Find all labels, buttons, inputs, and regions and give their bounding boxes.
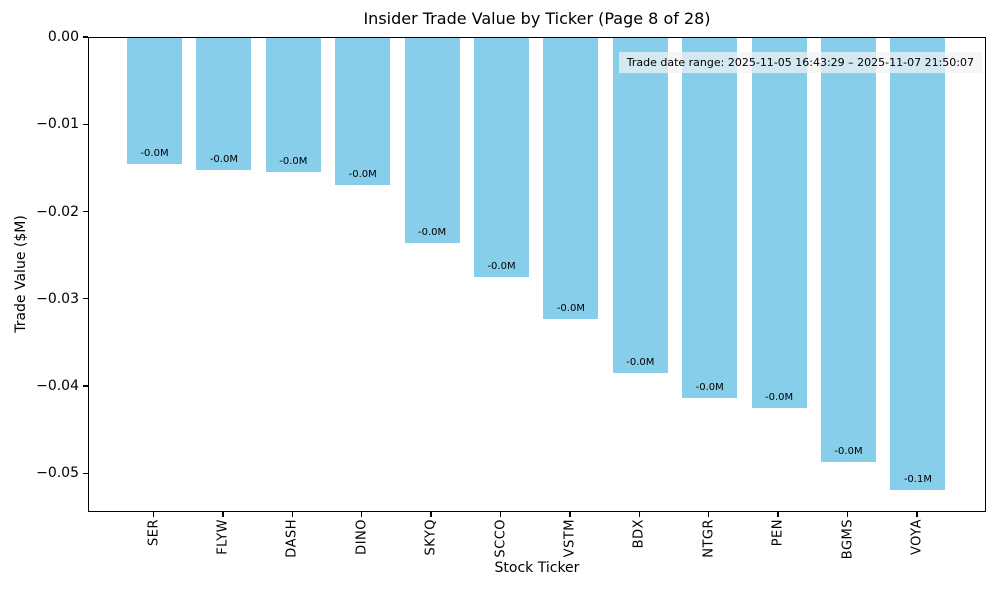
x-tick-label-dash: DASH	[284, 519, 300, 558]
x-tick-label-ser: SER	[146, 519, 161, 546]
bar-value-label: -0.0M	[487, 261, 516, 273]
x-tick-mark	[846, 512, 849, 517]
bar-value-label: -0.0M	[209, 153, 238, 165]
x-tick-mark	[569, 512, 571, 517]
bar-value-label: -0.0M	[348, 168, 377, 180]
bar-flyw	[196, 38, 252, 170]
x-tick-mark	[291, 512, 293, 517]
bar-pen	[751, 38, 807, 408]
x-tick-mark	[499, 512, 502, 517]
y-tick-mark	[83, 123, 88, 125]
y-tick-label: 0.00	[47, 29, 79, 45]
x-tick-mark	[708, 512, 710, 517]
x-tick-label-flyw: FLYW	[215, 519, 231, 555]
bar-ntgr	[682, 38, 738, 399]
bar-value-label: -0.0M	[556, 303, 585, 314]
bar-dash	[265, 38, 321, 172]
bar-skyq	[404, 38, 460, 244]
x-tick-label-scco: SCCO	[493, 519, 508, 558]
y-tick-mark	[83, 385, 88, 387]
bar-bgms	[821, 38, 876, 463]
bar-value-label: -0.0M	[140, 147, 169, 159]
y-tick-label: −0.03	[36, 290, 79, 307]
bar-value-label: -0.1M	[903, 474, 932, 486]
y-tick-label: −0.02	[36, 203, 79, 220]
x-tick-label-bgms: BGMS	[840, 519, 855, 560]
chart-title: Insider Trade Value by Ticker (Page 8 of…	[363, 9, 711, 28]
x-tick-mark	[916, 512, 918, 517]
x-tick-label-vstm: VSTM	[562, 519, 578, 558]
y-tick-label: −0.04	[36, 378, 79, 395]
bar-scco	[474, 38, 529, 278]
x-axis-label: Stock Ticker	[494, 560, 580, 576]
bar-value-label: -0.0M	[418, 227, 447, 239]
bar-value-label: -0.0M	[765, 392, 794, 403]
y-tick-mark	[83, 36, 88, 38]
bar-voya	[890, 38, 946, 491]
bar-bdx	[612, 38, 668, 374]
y-tick-mark	[83, 472, 88, 474]
plot-area: -0.0M -0.0M -0.0M -0.0M -0.0M -0.0M -0.0M -0.0M…	[88, 37, 986, 512]
x-tick-mark	[361, 512, 363, 517]
bar-value-label: -0.0M	[834, 446, 863, 458]
bar-value-label: -0.0M	[626, 357, 655, 369]
x-tick-label-bdx: BDX	[631, 519, 647, 549]
x-tick-mark	[638, 512, 640, 517]
bar-value-label: -0.0M	[279, 155, 308, 167]
y-axis-label: Trade Value ($M)	[13, 215, 29, 333]
x-tick-label-dino: DINO	[354, 519, 370, 555]
x-tick-mark	[222, 512, 224, 517]
bar-value-label: -0.0M	[695, 382, 724, 394]
y-tick-label: −0.01	[36, 116, 79, 133]
y-tick-label: −0.05	[36, 465, 79, 482]
y-tick-mark	[83, 210, 88, 213]
x-tick-label-voya: VOYA	[909, 519, 925, 556]
bar-dino	[335, 38, 391, 185]
x-tick-label-pen: PEN	[770, 519, 786, 547]
bar-vstm	[543, 38, 599, 319]
x-tick-mark	[777, 512, 779, 517]
x-tick-mark	[152, 512, 155, 517]
x-tick-mark	[430, 512, 432, 517]
bar-ser	[127, 38, 182, 164]
x-tick-label-skyq: SKYQ	[423, 519, 439, 556]
y-tick-mark	[83, 298, 88, 300]
date-range-annotation: Trade date range: 2025-11-05 16:43:29 – …	[618, 52, 982, 73]
x-tick-label-ntgr: NTGR	[701, 519, 717, 558]
